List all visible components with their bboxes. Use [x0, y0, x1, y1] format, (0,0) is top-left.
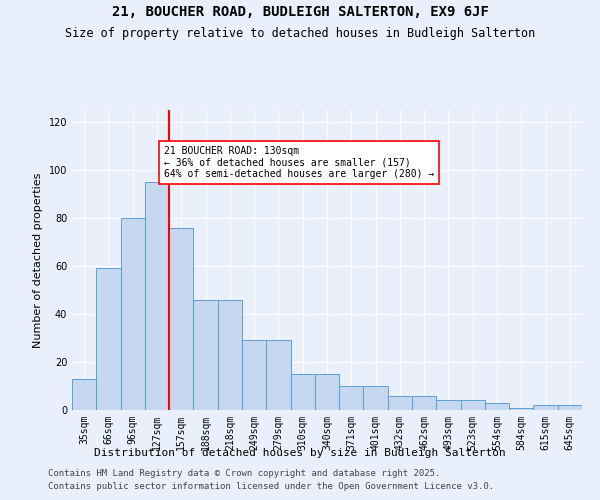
- Bar: [339, 386, 364, 410]
- Bar: [461, 400, 485, 410]
- Bar: [558, 405, 582, 410]
- Bar: [290, 374, 315, 410]
- Bar: [364, 386, 388, 410]
- Bar: [533, 405, 558, 410]
- Bar: [96, 268, 121, 410]
- Bar: [72, 379, 96, 410]
- Bar: [169, 228, 193, 410]
- Bar: [121, 218, 145, 410]
- Bar: [485, 403, 509, 410]
- Bar: [388, 396, 412, 410]
- Y-axis label: Number of detached properties: Number of detached properties: [33, 172, 43, 348]
- Text: Contains public sector information licensed under the Open Government Licence v3: Contains public sector information licen…: [48, 482, 494, 491]
- Bar: [193, 300, 218, 410]
- Bar: [412, 396, 436, 410]
- Bar: [242, 340, 266, 410]
- Text: Distribution of detached houses by size in Budleigh Salterton: Distribution of detached houses by size …: [94, 448, 506, 458]
- Bar: [218, 300, 242, 410]
- Text: Size of property relative to detached houses in Budleigh Salterton: Size of property relative to detached ho…: [65, 28, 535, 40]
- Bar: [436, 400, 461, 410]
- Bar: [266, 340, 290, 410]
- Bar: [509, 408, 533, 410]
- Bar: [315, 374, 339, 410]
- Text: 21 BOUCHER ROAD: 130sqm
← 36% of detached houses are smaller (157)
64% of semi-d: 21 BOUCHER ROAD: 130sqm ← 36% of detache…: [164, 146, 434, 179]
- Text: Contains HM Land Registry data © Crown copyright and database right 2025.: Contains HM Land Registry data © Crown c…: [48, 468, 440, 477]
- Bar: [145, 182, 169, 410]
- Text: 21, BOUCHER ROAD, BUDLEIGH SALTERTON, EX9 6JF: 21, BOUCHER ROAD, BUDLEIGH SALTERTON, EX…: [112, 5, 488, 19]
